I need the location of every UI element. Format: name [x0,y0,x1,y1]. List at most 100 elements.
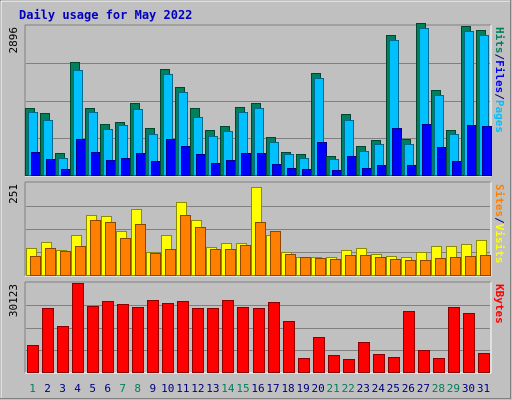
bar-sites-day-10: Sites 10: 70 [165,249,176,276]
bar-kbytes-day-31: KBytes 31: 6500 [478,353,490,373]
bar-kbytes-day-2: KBytes 2: 21800 [42,308,54,373]
bar-sites-day-19: Sites 19: 48 [300,257,311,276]
bar-pages-day-25: Pages 25: 920 [392,128,402,176]
bar-pages-day-31: Pages 31: 950 [482,126,492,176]
x-tick-label-day-11: 11 [176,382,189,395]
panel-hits-files-pages: 2896 Hits/Files/PagesHits 1: 1300Files 1:… [7,23,506,177]
bar-kbytes-day-12: KBytes 12: 21500 [192,308,204,373]
bar-sites-day-9: Sites 9: 60 [150,253,161,276]
bar-sites-day-23: Sites 23: 55 [360,255,371,276]
chart-title: Daily usage for May 2022 [19,8,192,22]
bar-kbytes-day-3: KBytes 3: 15700 [57,326,69,373]
legend: KBytes [493,284,506,324]
x-tick-label-day-28: 28 [432,382,445,395]
x-tick-label-day-8: 8 [134,382,141,395]
bar-sites-day-20: Sites 20: 46 [315,258,326,276]
bar-pages-day-22: Pages 22: 370 [347,156,357,176]
bar-kbytes-day-23: KBytes 23: 10100 [358,342,370,373]
bar-pages-day-20: Pages 20: 640 [317,142,327,176]
bar-pages-day-5: Pages 5: 440 [91,152,101,176]
bar-pages-day-10: Pages 10: 690 [166,139,176,176]
x-tick-label-day-12: 12 [191,382,204,395]
panel-kbytes: 30123 KBytes KBytes 1: 9200KBytes 2: 21800… [7,281,506,374]
bar-pages-day-23: Pages 23: 140 [362,168,372,176]
legend: Hits/Files/Pages [493,27,506,133]
x-tick-label-day-30: 30 [462,382,475,395]
bar-pages-day-11: Pages 11: 560 [181,146,191,176]
x-tick-label-day-3: 3 [59,382,66,395]
x-tick-label-day-15: 15 [236,382,249,395]
bar-kbytes-day-6: KBytes 6: 24100 [102,301,114,373]
x-tick-label-day-13: 13 [206,382,219,395]
bar-sites-day-27: Sites 27: 42 [420,260,431,276]
bar-sites-day-2: Sites 2: 75 [45,248,56,276]
x-tick-label-day-21: 21 [327,382,340,395]
panel-visits-sites: 251 Sites/VisitsVisits 1: 75Sites 1: 52Vi… [7,181,506,277]
chart-panels: 2896 Hits/Files/PagesHits 1: 1300Files 1:… [7,23,506,374]
bar-sites-day-29: Sites 29: 48 [450,257,461,276]
bar-sites-day-30: Sites 30: 53 [465,256,476,276]
x-tick-label-day-25: 25 [387,382,400,395]
bar-pages-day-6: Pages 6: 300 [106,160,116,176]
x-tick-label-day-6: 6 [104,382,111,395]
x-tick-label-day-31: 31 [477,382,490,395]
bar-kbytes-day-9: KBytes 9: 24200 [147,300,159,373]
bar-kbytes-day-1: KBytes 1: 9200 [27,345,39,373]
bar-sites-day-21: Sites 21: 44 [330,259,341,276]
bar-kbytes-day-15: KBytes 15: 21900 [237,307,249,373]
bar-sites-day-6: Sites 6: 145 [105,222,116,276]
bar-sites-day-7: Sites 7: 100 [120,238,131,276]
bar-sites-day-22: Sites 22: 54 [345,255,356,276]
legend-entry-sites: Sites [493,184,506,217]
x-tick-label-day-24: 24 [372,382,386,395]
bar-sites-day-5: Sites 5: 150 [90,220,101,276]
bar-kbytes-day-10: KBytes 10: 23500 [162,303,174,373]
bar-pages-day-2: Pages 2: 320 [46,159,56,176]
bar-pages-day-8: Pages 8: 430 [136,153,146,176]
bar-sites-day-24: Sites 24: 48 [375,257,386,276]
bar-sites-day-13: Sites 13: 72 [210,249,221,276]
y-axis-max-label: 30123 [7,284,20,317]
bar-kbytes-day-4: KBytes 4: 30123 [72,283,84,373]
bar-pages-day-1: Pages 1: 450 [31,152,41,176]
bar-kbytes-day-28: KBytes 28: 4700 [433,358,445,373]
legend-entry-kbytes: KBytes [493,284,506,324]
bar-pages-day-27: Pages 27: 1000 [422,124,432,176]
x-tick-label-day-26: 26 [402,382,415,395]
legend-entry-visits: Visits [493,224,506,264]
bar-sites-day-26: Sites 26: 40 [405,260,416,276]
bar-pages-day-4: Pages 4: 700 [76,139,86,176]
bar-pages-day-15: Pages 15: 420 [241,153,251,176]
bar-kbytes-day-26: KBytes 26: 20500 [403,311,415,373]
bar-sites-day-28: Sites 28: 46 [435,258,446,276]
bar-sites-day-31: Sites 31: 55 [480,255,491,276]
bar-kbytes-day-27: KBytes 27: 7300 [418,350,430,373]
x-tick-label-day-29: 29 [447,382,460,395]
bar-sites-day-17: Sites 17: 120 [270,231,281,276]
bar-sites-day-25: Sites 25: 45 [390,259,401,276]
x-tick-label-day-9: 9 [149,382,156,395]
bar-pages-day-12: Pages 12: 400 [196,154,206,176]
bar-pages-day-16: Pages 16: 430 [257,153,267,176]
x-axis: 1 2 3 4 5 6 7 8 9 10 11 12 13 14 15 16 17 18 19 20 21 22 23 24 2… [29,382,490,395]
legend-entry-pages: Pages [493,100,506,133]
bar-kbytes-day-11: KBytes 11: 24000 [177,301,189,373]
y-axis-max-label: 2896 [7,27,20,54]
x-tick-label-day-5: 5 [89,382,96,395]
bar-kbytes-day-13: KBytes 13: 21700 [207,308,219,373]
x-tick-label-day-14: 14 [221,382,235,395]
bar-kbytes-day-5: KBytes 5: 22400 [87,306,99,373]
legend-entry-hits: Hits [493,27,506,54]
bar-kbytes-day-19: KBytes 19: 4900 [298,358,310,373]
bar-kbytes-day-30: KBytes 30: 20000 [463,313,475,373]
bar-sites-day-12: Sites 12: 130 [195,227,206,276]
bar-sites-day-14: Sites 14: 70 [225,249,236,276]
bar-kbytes-day-22: KBytes 22: 4500 [343,359,355,373]
x-tick-label-day-1: 1 [29,382,36,395]
x-tick-label-day-10: 10 [161,382,174,395]
bar-kbytes-day-7: KBytes 7: 23000 [117,304,129,373]
x-tick-label-day-16: 16 [251,382,264,395]
legend-separator: / [493,93,506,100]
x-tick-label-day-23: 23 [357,382,370,395]
